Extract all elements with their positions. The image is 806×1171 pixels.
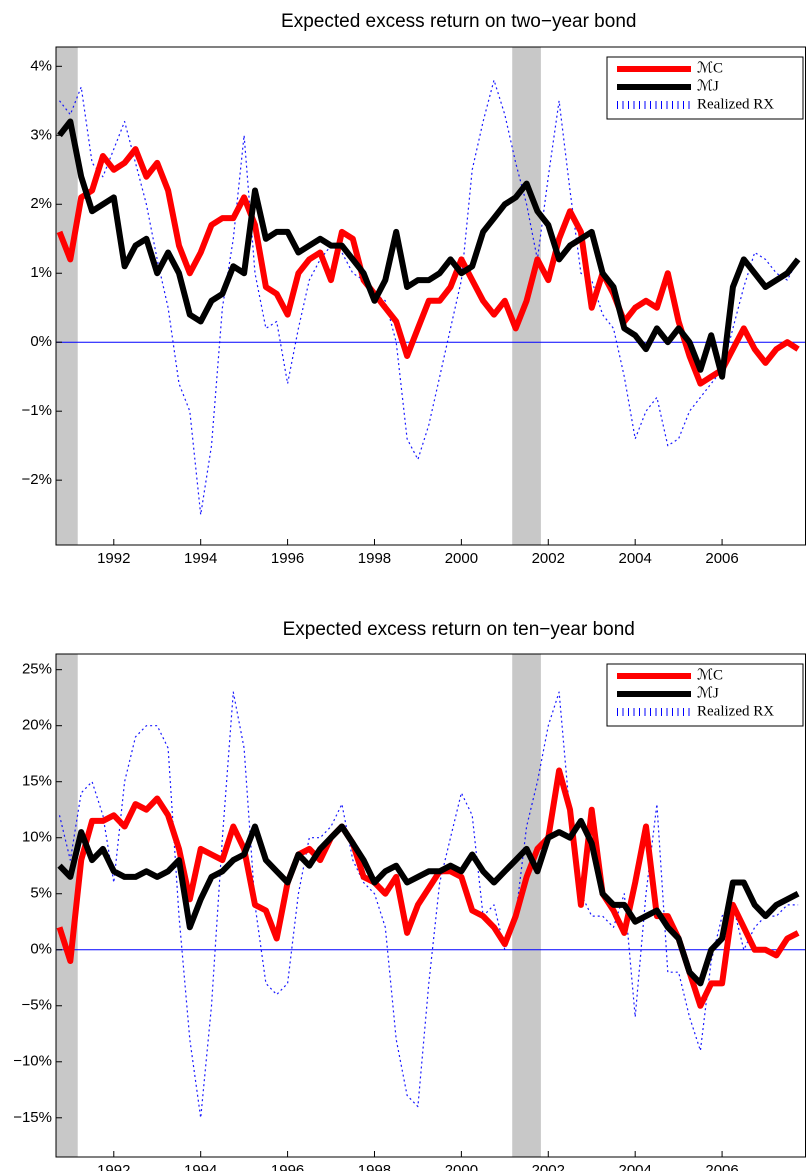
plot-area [56,47,806,545]
series-line [57,118,801,380]
y-tick-label: −10% [13,1053,52,1070]
x-tick-label: 1998 [358,550,391,567]
x-tick-label: 2006 [705,1162,738,1171]
legend-label: ℳC [697,667,723,683]
series-line [58,691,799,1119]
x-tick-label: 1996 [271,1162,304,1171]
x-tick-label: 1992 [97,550,130,567]
legend-label: Realized RX [697,96,774,112]
y-tick-label: 4% [30,57,52,74]
series-line [57,817,800,987]
legend-label: ℳJ [697,685,719,701]
x-tick-label: 1992 [97,1162,130,1171]
x-tick-label: 2004 [618,1162,651,1171]
subplot: Expected excess return on two−year bond −… [22,11,806,567]
y-tick-label: 3% [30,126,52,143]
x-tick-label: 1994 [184,550,217,567]
y-tick-label: 10% [22,829,52,846]
y-tick-label: 15% [22,773,52,790]
y-tick-label: 25% [22,661,52,678]
x-tick-label: 2006 [705,550,738,567]
y-tick-label: −1% [22,402,52,419]
y-tick-label: 1% [30,264,52,281]
legend-label: ℳJ [697,78,719,94]
legend-label: Realized RX [697,703,774,719]
recession-band [56,47,78,545]
series-line [56,146,800,387]
y-tick-label: −5% [22,997,52,1014]
y-tick-label: −2% [22,471,52,488]
x-tick-label: 2002 [532,1162,565,1171]
x-tick-label: 1994 [184,1162,217,1171]
x-tick-label: 1996 [271,550,304,567]
recession-band [56,654,78,1157]
chart-title: Expected excess return on two−year bond [281,11,636,32]
x-tick-label: 1998 [358,1162,391,1171]
y-tick-label: 5% [30,885,52,902]
x-tick-label: 2000 [445,550,478,567]
y-tick-label: 2% [30,195,52,212]
subplot: Expected excess return on ten−year bond −… [13,619,806,1171]
axes-box [55,653,806,1158]
x-tick-label: 2000 [445,1162,478,1171]
chart-title: Expected excess return on ten−year bond [283,619,635,640]
axes-box [55,46,806,546]
x-tick-label: 2002 [532,550,565,567]
y-tick-label: 0% [30,333,52,350]
y-tick-label: −15% [13,1109,52,1126]
legend-label: ℳC [697,60,723,76]
y-tick-label: 0% [30,941,52,958]
x-tick-label: 2004 [618,550,651,567]
plot-area [56,654,806,1157]
y-tick-label: 20% [22,717,52,734]
series-line [59,79,799,516]
